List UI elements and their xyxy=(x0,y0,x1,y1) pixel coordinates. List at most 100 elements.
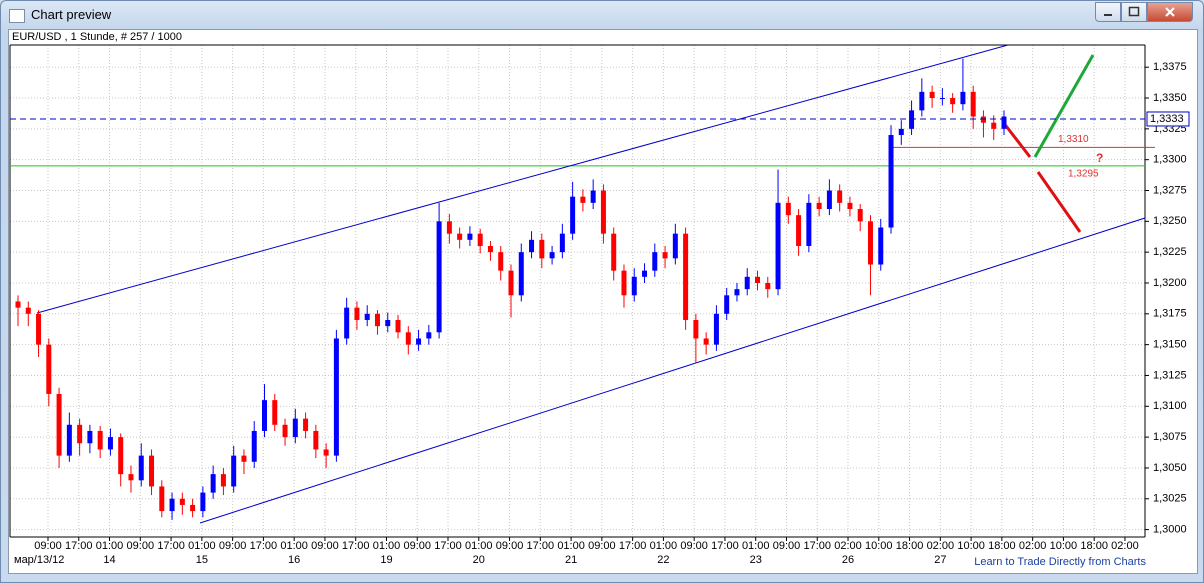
x-tick-label: 09:00 xyxy=(773,540,801,552)
date-label: 27 xyxy=(934,554,946,566)
candle-body xyxy=(559,233,565,253)
maximize-button[interactable] xyxy=(1121,2,1147,22)
candle-body xyxy=(46,344,52,394)
candle-body xyxy=(179,498,185,505)
candle-body xyxy=(56,393,62,456)
x-tick-label: 17:00 xyxy=(527,540,555,552)
candle-body xyxy=(498,252,504,271)
candle-body xyxy=(436,221,442,333)
candle-body xyxy=(87,430,93,444)
candle-body xyxy=(508,270,514,296)
y-tick-label: 1,3125 xyxy=(1153,369,1187,381)
candle-body xyxy=(128,474,134,481)
candle-body xyxy=(703,338,709,345)
candle-body xyxy=(220,474,226,487)
candle-body xyxy=(66,424,72,456)
candle-body xyxy=(939,98,945,100)
candle-body xyxy=(734,289,740,296)
candle-body xyxy=(600,190,606,234)
annotation: ? xyxy=(1096,151,1103,165)
candle-body xyxy=(36,313,42,345)
candle-body xyxy=(313,430,319,450)
y-tick-label: 1,3375 xyxy=(1153,61,1187,73)
candle-body xyxy=(303,418,309,431)
candle-body xyxy=(713,313,719,345)
x-tick-label: 01:00 xyxy=(742,540,770,552)
candle-body xyxy=(395,319,401,333)
candle-body xyxy=(169,498,175,512)
candle-body xyxy=(210,474,216,493)
chart-title: EUR/USD , 1 Stunde, # 257 / 1000 xyxy=(12,31,182,43)
x-tick-label: 01:00 xyxy=(557,540,585,552)
candle-body xyxy=(631,276,637,296)
date-label: 21 xyxy=(565,554,577,566)
candle-body xyxy=(333,338,339,456)
title-bar: Chart preview xyxy=(1,1,1203,29)
date-label: 23 xyxy=(750,554,762,566)
minimize-icon xyxy=(1104,14,1112,16)
candle-body xyxy=(888,135,894,228)
candle-body xyxy=(775,202,781,290)
candle-body xyxy=(621,270,627,296)
close-button[interactable] xyxy=(1147,2,1193,22)
candle-body xyxy=(251,430,257,462)
date-label: 20 xyxy=(473,554,485,566)
y-tick-label: 1,3075 xyxy=(1153,431,1187,443)
candle-body xyxy=(919,91,925,111)
x-tick-label: 02:00 xyxy=(834,540,862,552)
x-tick-label: 18:00 xyxy=(1080,540,1108,552)
candle-body xyxy=(282,424,288,438)
candle-body xyxy=(529,239,535,253)
y-tick-label: 1,3175 xyxy=(1153,308,1187,320)
candle-body xyxy=(857,209,863,222)
candle-body xyxy=(25,307,31,314)
y-tick-label: 1,3200 xyxy=(1153,277,1187,289)
maximize-icon xyxy=(1128,6,1140,17)
minimize-button[interactable] xyxy=(1095,2,1121,22)
scenario-down xyxy=(1001,121,1032,158)
candle-body xyxy=(190,504,196,512)
x-tick-label: 18:00 xyxy=(896,540,924,552)
candle-body xyxy=(416,338,422,345)
candle-body xyxy=(929,91,935,99)
x-tick-label: 09:00 xyxy=(311,540,339,552)
x-tick-label: 01:00 xyxy=(373,540,401,552)
x-tick-label: 18:00 xyxy=(988,540,1016,552)
x-tick-label: 17:00 xyxy=(342,540,370,552)
candle-body xyxy=(405,332,411,345)
x-tick-label: 17:00 xyxy=(65,540,93,552)
x-tick-label: 09:00 xyxy=(680,540,708,552)
x-tick-label: 17:00 xyxy=(803,540,831,552)
candle-body xyxy=(487,245,493,253)
candle-body xyxy=(785,202,791,216)
candle-body xyxy=(149,455,155,487)
candle-body xyxy=(323,449,329,456)
candle-body xyxy=(107,437,113,450)
x-tick-label: 10:00 xyxy=(957,540,985,552)
candle-body xyxy=(744,276,750,290)
x-tick-label: 17:00 xyxy=(250,540,278,552)
window-title: Chart preview xyxy=(31,7,112,22)
candle-body xyxy=(477,233,483,246)
date-label: 16 xyxy=(288,554,300,566)
candle-body xyxy=(15,301,21,308)
candle-body xyxy=(539,239,545,259)
candle-body xyxy=(385,319,391,327)
date-label: 22 xyxy=(657,554,669,566)
x-tick-label: 01:00 xyxy=(280,540,308,552)
learn-link[interactable]: Learn to Trade Directly from Charts xyxy=(974,556,1146,568)
x-tick-label: 09:00 xyxy=(34,540,62,552)
candle-body xyxy=(200,492,206,512)
candle-body xyxy=(878,227,884,265)
candle-body xyxy=(354,307,360,320)
candle-body xyxy=(755,276,760,283)
candle-body xyxy=(262,400,267,431)
date-label: мар/13/12 xyxy=(14,554,64,566)
candle-body xyxy=(446,221,452,234)
candle-body xyxy=(672,233,678,259)
candle-body xyxy=(344,307,350,339)
candle-body xyxy=(991,122,997,129)
candle-body xyxy=(467,233,473,240)
